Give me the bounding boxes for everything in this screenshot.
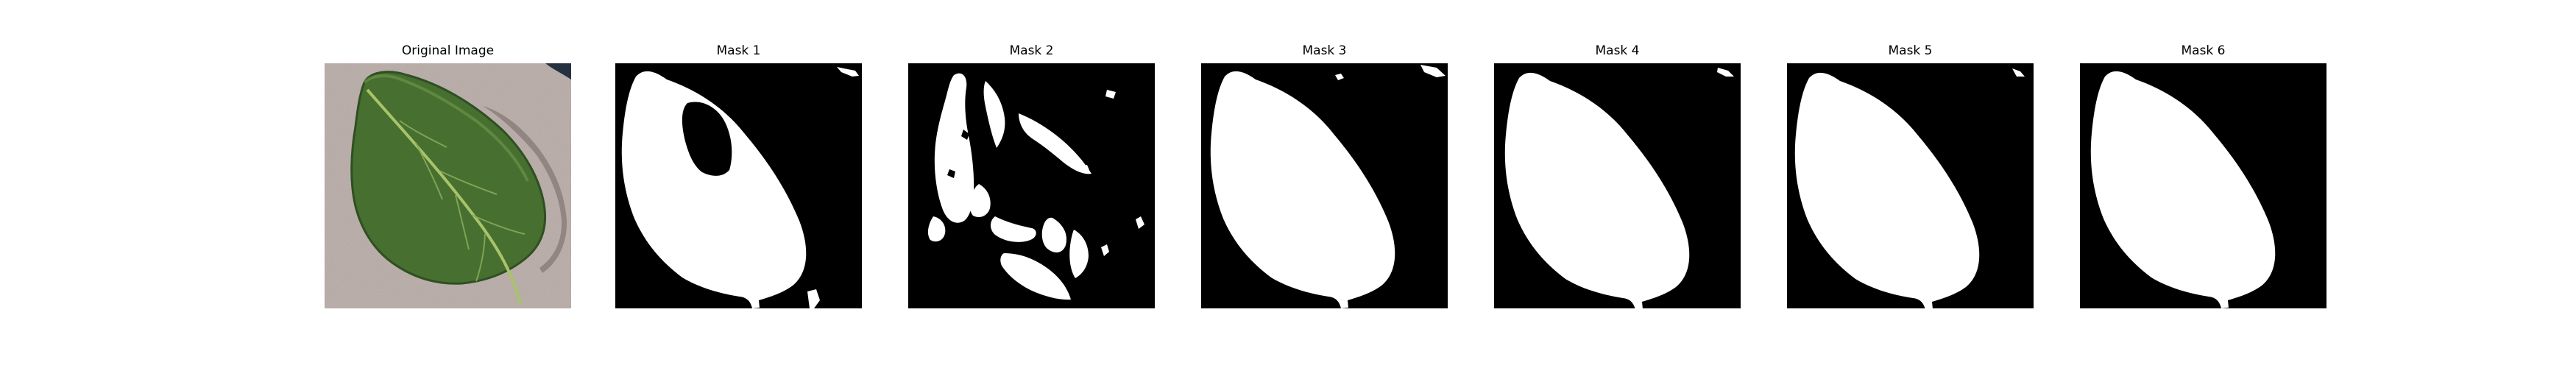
mask-6-image	[2080, 63, 2326, 308]
mask-2-panel: Mask 2	[908, 43, 1155, 308]
mask-6-panel: Mask 6	[2080, 43, 2326, 308]
mask-2-image	[908, 63, 1155, 308]
mask-5-panel: Mask 5	[1787, 43, 2034, 308]
panel-title-mask-5: Mask 5	[1888, 43, 1933, 58]
panel-title-mask-3: Mask 3	[1302, 43, 1347, 58]
original-image-panel: Original Image	[325, 43, 571, 308]
panel-title-original-image: Original Image	[401, 43, 495, 58]
mask-1-panel: Mask 1	[615, 43, 862, 308]
mask-4-panel: Mask 4	[1494, 43, 1741, 308]
panel-title-mask-4: Mask 4	[1595, 43, 1640, 58]
panel-title-mask-2: Mask 2	[1009, 43, 1054, 58]
panel-title-mask-1: Mask 1	[716, 43, 761, 58]
mask-4-image	[1494, 63, 1741, 308]
mask-1-image	[615, 63, 862, 308]
original-leaf-photo	[325, 63, 571, 308]
mask-3-panel: Mask 3	[1201, 43, 1448, 308]
mask-3-image	[1201, 63, 1448, 308]
panel-title-mask-6: Mask 6	[2181, 43, 2226, 58]
mask-5-image	[1787, 63, 2034, 308]
